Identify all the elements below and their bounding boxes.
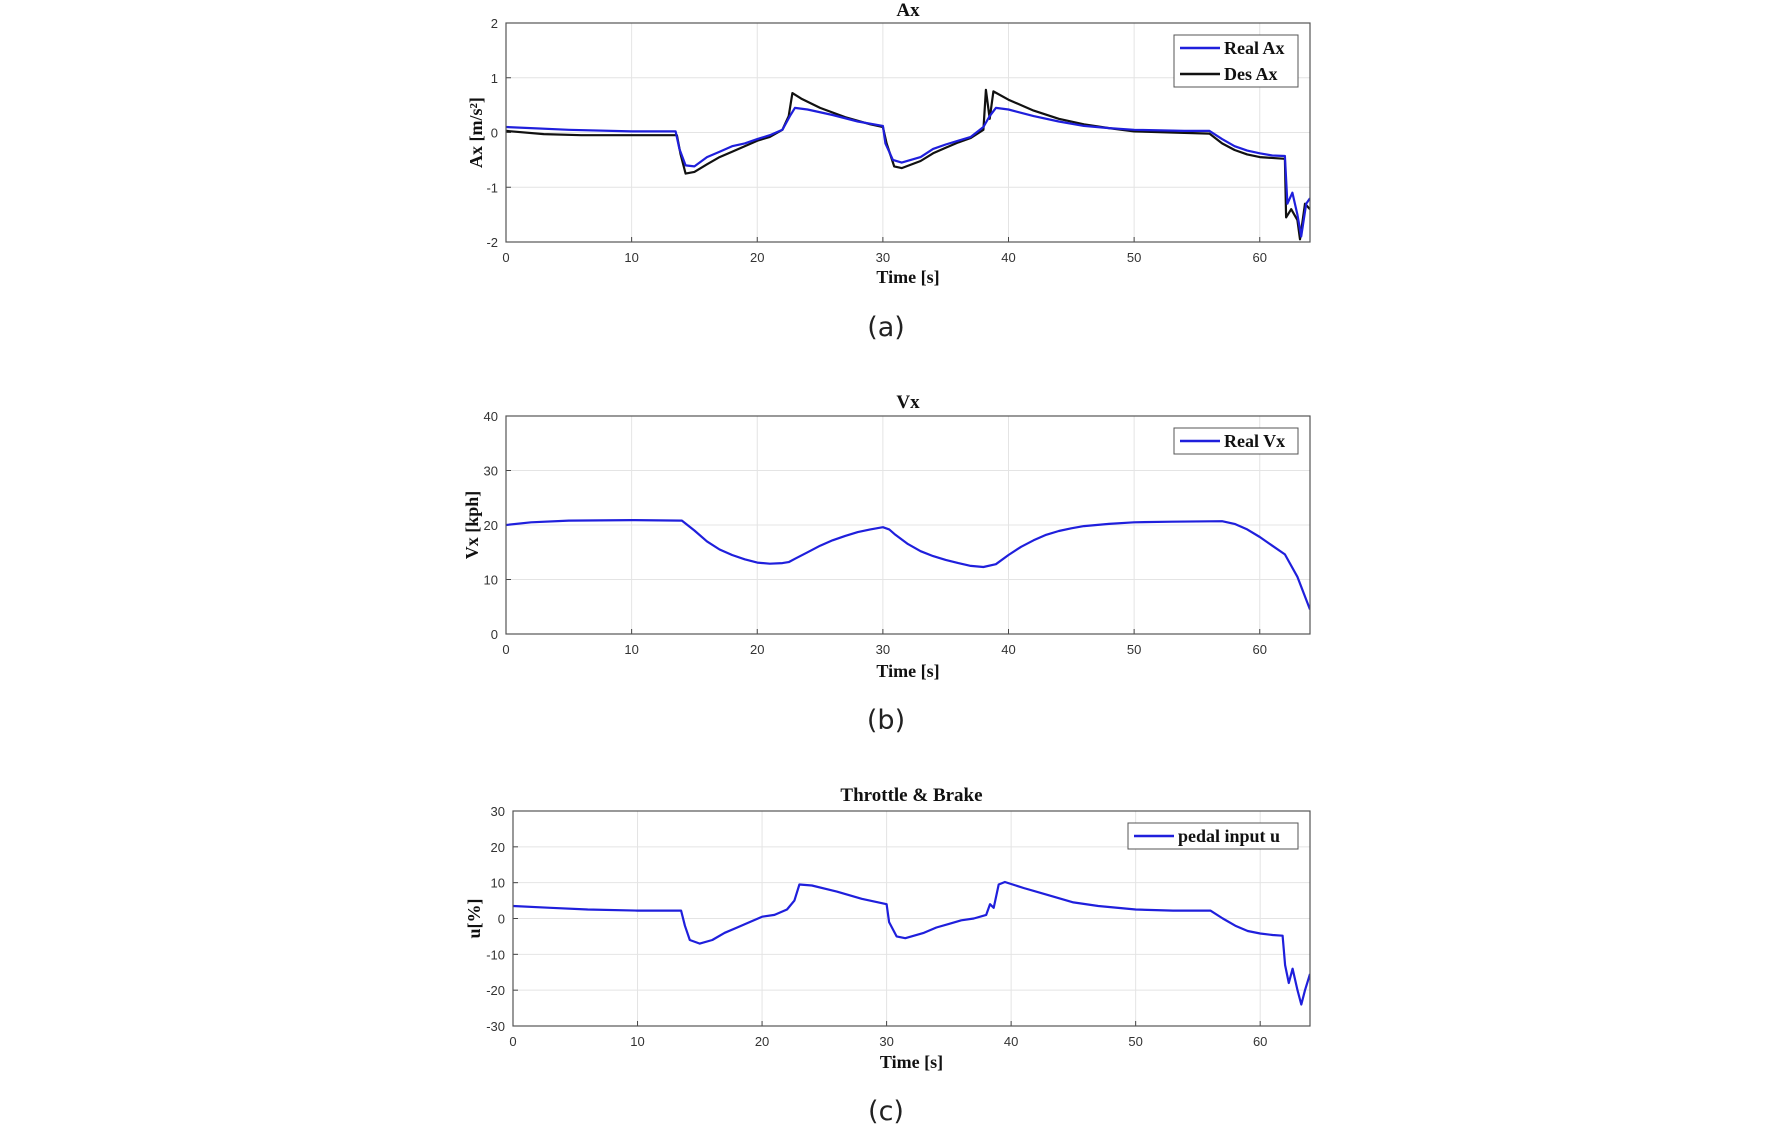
x-tick-label: 60 xyxy=(1253,1034,1267,1049)
legend: Real Ax Des Ax xyxy=(1173,34,1299,88)
y-tick-label: 10 xyxy=(491,876,505,891)
x-tick-label: 50 xyxy=(1127,642,1141,657)
x-axis-label: Time [s] xyxy=(876,267,939,287)
y-axis-label: Ax [m/s²] xyxy=(466,97,486,168)
x-axis-label: Time [s] xyxy=(880,1052,943,1072)
y-tick-label: 0 xyxy=(491,126,498,141)
x-tick-label: 30 xyxy=(876,642,890,657)
legend-label: pedal input u xyxy=(1178,826,1280,846)
y-tick-label: -20 xyxy=(486,983,505,998)
y-tick-label: -10 xyxy=(486,947,505,962)
x-axis-label: Time [s] xyxy=(876,661,939,681)
y-axis-label: Vx [kph] xyxy=(462,491,482,560)
legend: pedal input u xyxy=(1127,822,1299,850)
series-line-des-ax xyxy=(506,88,1310,241)
series-line-real-ax xyxy=(506,106,1310,238)
x-tick-label: 10 xyxy=(630,1034,644,1049)
y-tick-label: 10 xyxy=(484,573,498,588)
x-tick-label: 0 xyxy=(502,642,509,657)
x-tick-label: 40 xyxy=(1001,642,1015,657)
y-tick-label: 30 xyxy=(484,464,498,479)
y-tick-label: 40 xyxy=(484,409,498,424)
legend-label: Real Ax xyxy=(1224,38,1285,58)
legend-label: Real Vx xyxy=(1224,431,1285,451)
x-tick-label: 50 xyxy=(1127,250,1141,265)
x-tick-label: 20 xyxy=(755,1034,769,1049)
y-tick-label: 2 xyxy=(491,16,498,31)
y-tick-label: 0 xyxy=(498,912,505,927)
chart-title: Throttle & Brake xyxy=(840,785,982,806)
y-tick-label: 1 xyxy=(491,71,498,86)
panel-caption: (b) xyxy=(867,705,905,736)
y-tick-label: 20 xyxy=(491,840,505,855)
x-tick-label: 0 xyxy=(502,250,509,265)
x-tick-label: 10 xyxy=(624,642,638,657)
axes-box xyxy=(512,810,1311,1027)
chart-panel-1: 0 10 20 30 40 50 60 -2 -1 0 1 2 Ax Time [s] Ax [m/s²] R… xyxy=(466,0,1311,343)
x-tick-label: 40 xyxy=(1001,250,1015,265)
series-line-pedal-input-u xyxy=(513,880,1310,1006)
legend-label: Des Ax xyxy=(1224,64,1278,84)
x-tick-label: 50 xyxy=(1128,1034,1142,1049)
y-tick-label: -1 xyxy=(486,180,498,195)
y-axis-label: u[%] xyxy=(464,899,484,939)
axes-box xyxy=(505,22,1311,243)
legend-box xyxy=(1173,34,1299,88)
axes-box xyxy=(505,415,1311,635)
x-tick-label: 60 xyxy=(1253,250,1267,265)
legend: Real Vx xyxy=(1173,427,1299,455)
y-tick-label: -2 xyxy=(486,235,498,250)
chart-title: Vx xyxy=(896,392,920,413)
chart-panel-3: 0 10 20 30 40 50 60 -30 -20 -10 0 10 20 30 Throttle & … xyxy=(464,785,1311,1127)
x-tick-label: 30 xyxy=(876,250,890,265)
x-tick-label: 20 xyxy=(750,250,764,265)
chart-panel-2: 0 10 20 30 40 50 60 0 10 20 30 40 Vx Time [s] Vx [kph]… xyxy=(462,392,1311,736)
x-tick-label: 30 xyxy=(879,1034,893,1049)
x-tick-label: 60 xyxy=(1253,642,1267,657)
x-tick-label: 20 xyxy=(750,642,764,657)
x-tick-label: 10 xyxy=(624,250,638,265)
x-tick-label: 0 xyxy=(509,1034,516,1049)
y-tick-label: 30 xyxy=(491,804,505,819)
panel-caption: (c) xyxy=(868,1096,904,1127)
x-tick-label: 40 xyxy=(1004,1034,1018,1049)
y-tick-label: 20 xyxy=(484,518,498,533)
chart-title: Ax xyxy=(896,0,920,21)
series-line-real-vx xyxy=(506,519,1310,610)
y-tick-label: -30 xyxy=(486,1019,505,1034)
y-tick-label: 0 xyxy=(491,627,498,642)
panel-caption: (a) xyxy=(867,312,905,343)
